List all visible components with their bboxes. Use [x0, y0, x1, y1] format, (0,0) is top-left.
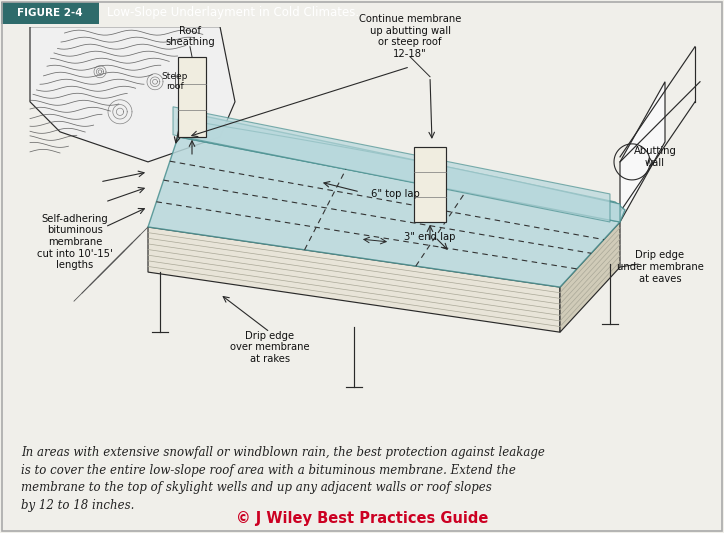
FancyBboxPatch shape — [414, 147, 446, 222]
Text: 3" end lap: 3" end lap — [404, 232, 455, 242]
Text: FIGURE 2-4: FIGURE 2-4 — [17, 8, 83, 18]
Text: Drip edge
over membrane
at rakes: Drip edge over membrane at rakes — [230, 330, 310, 364]
Text: 6" top lap: 6" top lap — [371, 189, 419, 199]
FancyBboxPatch shape — [178, 56, 206, 137]
Text: © J Wiley Best Practices Guide: © J Wiley Best Practices Guide — [236, 511, 488, 526]
Text: Continue membrane
up abutting wall
or steep roof
12-18": Continue membrane up abutting wall or st… — [359, 14, 461, 59]
Text: In areas with extensive snowfall or windblown rain, the best protection against : In areas with extensive snowfall or wind… — [22, 446, 545, 512]
Polygon shape — [178, 119, 620, 222]
Text: Steep
roof: Steep roof — [161, 72, 188, 92]
Polygon shape — [178, 115, 625, 222]
Text: Abutting
wall: Abutting wall — [634, 146, 676, 168]
FancyBboxPatch shape — [1, 2, 99, 24]
Polygon shape — [30, 27, 235, 162]
Text: Self-adhering
bituminous
membrane
cut into 10'-15'
lengths: Self-adhering bituminous membrane cut in… — [37, 214, 113, 270]
Text: Drip edge
under membrane
at eaves: Drip edge under membrane at eaves — [617, 251, 704, 284]
Polygon shape — [173, 107, 610, 222]
Polygon shape — [560, 222, 620, 332]
Polygon shape — [148, 137, 620, 287]
Text: Low-Slope Underlayment in Cold Climates.: Low-Slope Underlayment in Cold Climates. — [107, 6, 359, 19]
Polygon shape — [148, 227, 560, 332]
Polygon shape — [620, 82, 665, 222]
Text: Roof
sheathing: Roof sheathing — [165, 26, 215, 47]
